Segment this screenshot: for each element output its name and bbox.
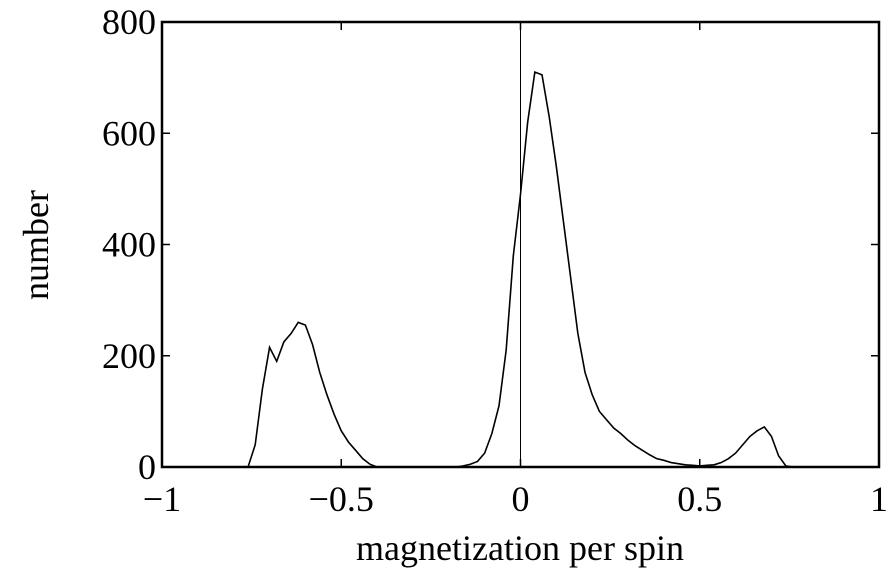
data-line	[162, 70, 879, 468]
y-axis-title: number	[16, 190, 56, 300]
x-axis-title: magnetization per spin	[356, 528, 684, 568]
y-tick-label: 200	[102, 336, 156, 376]
x-tick-label: 0	[512, 479, 530, 519]
x-tick-label: 1	[870, 479, 888, 519]
y-tick-label: 400	[102, 225, 156, 265]
y-tick-label: 600	[102, 113, 156, 153]
x-tick-label: 0.5	[677, 479, 722, 519]
y-tick-label: 800	[102, 2, 156, 42]
x-tick-label: −0.5	[309, 479, 374, 519]
x-tick-label: −1	[143, 479, 181, 519]
y-tick-label: 0	[138, 447, 156, 487]
